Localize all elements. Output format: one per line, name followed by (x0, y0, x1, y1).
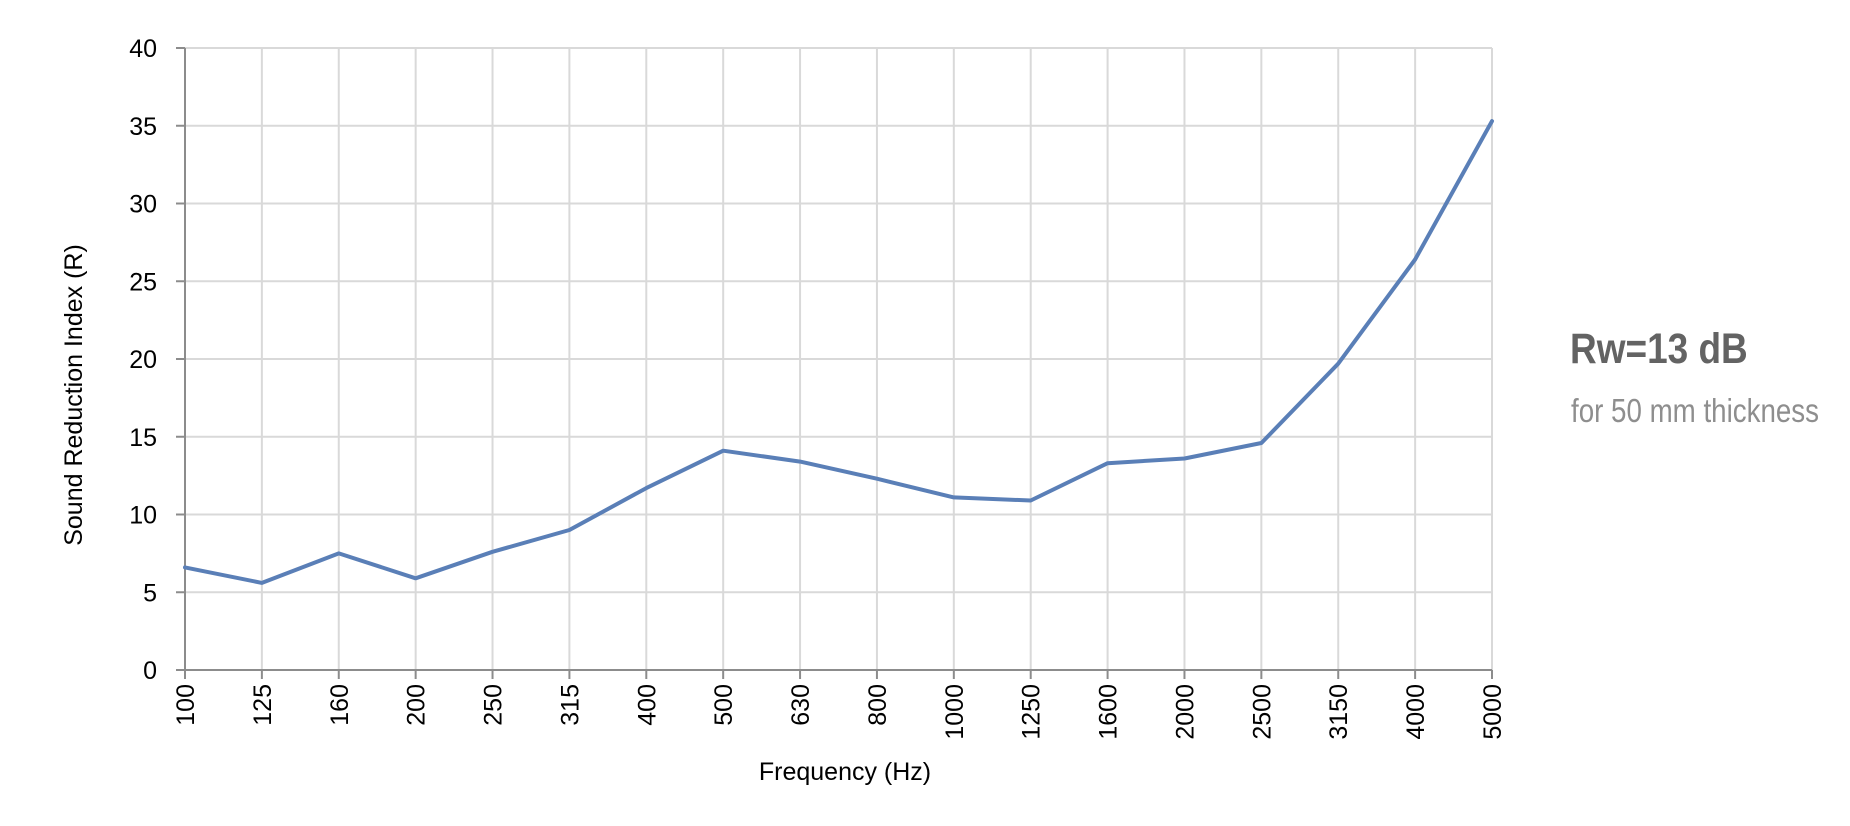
y-tick-label: 10 (129, 502, 157, 530)
x-tick-label: 315 (556, 684, 584, 726)
y-tick-label: 15 (129, 424, 157, 452)
x-tick-label: 400 (633, 684, 661, 726)
x-tick-label: 1600 (1095, 684, 1123, 740)
y-tick-label: 0 (143, 657, 157, 685)
x-tick-label: 1000 (941, 684, 969, 740)
x-tick-label: 5000 (1479, 684, 1507, 740)
x-tick-label: 160 (326, 684, 354, 726)
y-tick-label: 40 (129, 35, 157, 63)
x-tick-label: 500 (710, 684, 738, 726)
x-tick-label: 4000 (1402, 684, 1430, 740)
y-tick-label: 30 (129, 191, 157, 219)
y-axis-title: Sound Reduction Index (R) (60, 244, 88, 546)
y-tick-label: 20 (129, 346, 157, 374)
x-axis-title: Frequency (Hz) (759, 758, 931, 786)
grid (185, 47, 1493, 670)
rating-note: for 50 mm thickness (1571, 392, 1820, 429)
x-tick-label: 3150 (1325, 684, 1353, 740)
series (183, 119, 1494, 585)
tick-labels: 0 5 10 15 20 25 30 35 40 100 125 160 200 250 315 400 500… (129, 35, 1507, 740)
x-tick-label: 2000 (1171, 684, 1199, 740)
x-tick-label: 2500 (1248, 684, 1276, 740)
x-tick-label: 125 (249, 684, 277, 726)
rating-value: Rw=13 dB (1570, 325, 1748, 373)
y-tick-label: 35 (129, 113, 157, 141)
y-tick-label: 25 (129, 268, 157, 296)
x-tick-label: 800 (864, 684, 892, 726)
axes (176, 47, 1493, 679)
y-tick-label: 5 (143, 579, 157, 607)
x-tick-label: 100 (172, 684, 200, 726)
x-tick-label: 630 (787, 684, 815, 726)
x-tick-label: 200 (403, 684, 431, 726)
x-tick-label: 1250 (1018, 684, 1046, 740)
series-line (183, 119, 1494, 585)
x-tick-label: 250 (480, 684, 508, 726)
